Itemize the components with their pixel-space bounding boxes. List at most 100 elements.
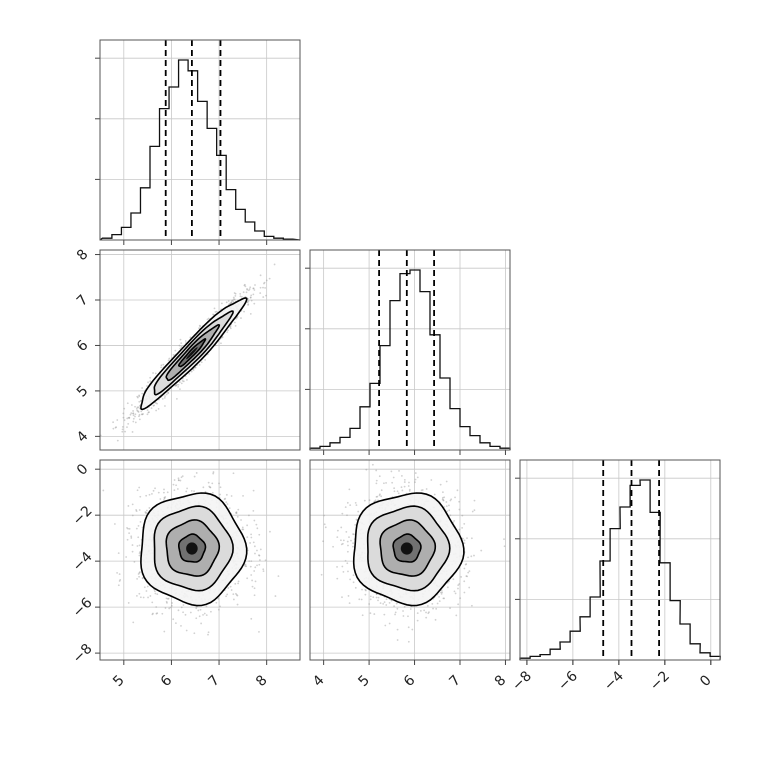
scatter-point [252,287,255,290]
scatter-point [426,605,429,607]
scatter-point [384,624,387,627]
contour-line [153,310,234,396]
scatter-point [457,603,460,606]
scatter-point [184,340,187,342]
scatter-point [402,615,405,617]
scatter-point [198,363,201,366]
scatter-point [193,632,196,635]
scatter-point [175,384,178,387]
scatter-point [227,300,230,302]
scatter-point [102,489,105,492]
scatter-point [181,475,184,478]
scatter-point [408,490,411,492]
scatter-point [126,538,129,541]
scatter-point [134,415,136,418]
scatter-point [250,574,253,576]
scatter-point [139,495,142,498]
scatter-point [195,617,198,620]
panel-frame [99,459,301,661]
scatter-point [142,596,145,599]
scatter-point [273,263,276,266]
scatter-point [127,602,130,604]
scatter-point [136,406,139,409]
scatter-point [154,592,157,595]
scatter-point [151,492,153,495]
scatter-point [117,584,120,587]
scatter-point [232,598,235,601]
scatter-point [180,606,183,609]
scatter-point [364,593,367,596]
scatter-point [200,622,203,625]
scatter-point [167,597,170,600]
scatter-point [171,602,173,604]
scatter-point [221,336,224,338]
scatter-point [229,326,232,329]
scatter-point [128,417,131,419]
scatter-point [265,294,267,297]
scatter-point [455,614,458,617]
scatter-point [226,331,229,334]
scatter-point [138,544,141,547]
scatter-point [324,526,327,529]
scatter-point [149,376,152,379]
scatter-point [146,413,149,416]
scatter-point [229,302,232,305]
scatter-point [421,489,424,491]
scatter-point [323,523,326,526]
scatter-point [407,485,410,487]
scatter-point [206,318,209,321]
scatter-point [195,472,198,474]
scatter-point [247,303,250,306]
scatter-point [385,604,388,606]
scatter-point [114,426,117,429]
scatter-point [269,530,271,533]
scatter-point [441,591,444,594]
scatter-point [226,593,229,596]
scatter-point [177,383,180,386]
scatter-point [391,481,394,484]
scatter-point [449,607,451,610]
scatter-point [138,509,141,511]
scatter-point [225,301,228,304]
scatter-point [252,509,255,512]
scatter-point [177,609,180,612]
scatter-point [152,612,154,615]
scatter-point [185,629,188,632]
scatter-point [244,565,247,568]
scatter-point [457,584,460,587]
scatter-point [388,622,391,625]
scatter-point [200,361,203,364]
scatter-point [250,294,253,297]
scatter-point [460,576,463,578]
scatter-point [259,274,262,277]
scatter-point [219,605,221,608]
scatter-point [198,615,201,618]
scatter-point [253,587,256,590]
scatter-point [449,514,452,517]
scatter-point [236,316,239,319]
scatter-point [263,281,266,284]
scatter-point [137,524,140,527]
scatter-point [123,419,126,422]
scatter-point [253,545,256,548]
scatter-point [189,611,192,614]
scatter-point [163,488,165,491]
scatter-point [346,540,349,543]
scatter-point [425,488,428,490]
scatter-point [250,560,253,562]
scatter-point [394,613,396,616]
scatter-point [468,570,471,573]
scatter-point [159,498,162,500]
scatter-point [380,495,383,498]
scatter-point [127,527,129,530]
scatter-point [138,400,141,403]
scatter-point [253,594,256,597]
histogram-line-2 [519,479,721,661]
scatter-point [131,431,134,433]
scatter-point [246,577,249,580]
scatter-point [131,550,134,553]
scatter-point [104,451,106,453]
scatter-point [254,552,256,555]
scatter-point [178,344,181,347]
scatter-point [198,324,201,327]
